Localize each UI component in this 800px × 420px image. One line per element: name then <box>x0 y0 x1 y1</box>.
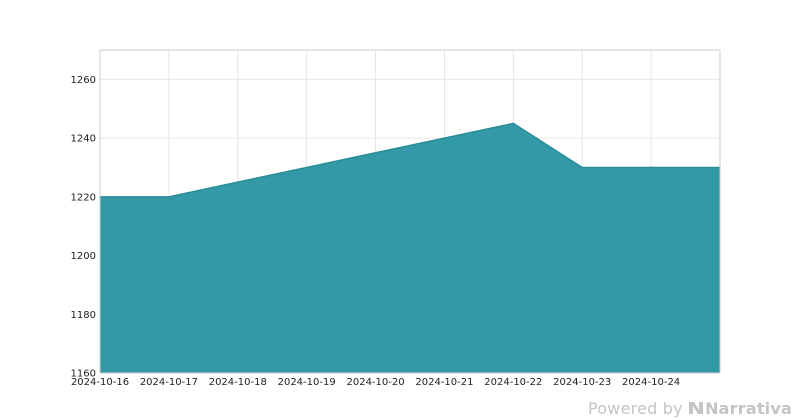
data-point <box>305 166 308 169</box>
plot-frame <box>99 49 721 374</box>
x-axis-ticks: 2024-10-16 2024-10-17 2024-10-18 2024-10-19… <box>71 377 680 388</box>
data-point <box>374 151 377 154</box>
x-tick-label: 2024-10-22 <box>484 377 542 388</box>
y-tick-label: 1160 <box>71 369 96 380</box>
watermark-brand: Narrativa <box>705 399 792 418</box>
y-tick-label: 1200 <box>71 251 96 262</box>
x-tick-label: 2024-10-20 <box>346 377 404 388</box>
y-tick-label: 1240 <box>71 134 96 145</box>
data-point <box>512 122 515 125</box>
narrativa-logo-icon <box>689 402 704 414</box>
data-point <box>650 166 652 169</box>
area-line <box>100 122 720 198</box>
x-tick-label: 2024-10-16 <box>71 377 129 388</box>
y-tick-label: 1220 <box>71 192 96 203</box>
x-tick-label: 2024-10-21 <box>415 377 473 388</box>
x-tick-label: 2024-10-18 <box>209 377 267 388</box>
data-point <box>443 137 446 139</box>
y-tick-label: 1180 <box>71 310 96 321</box>
watermark-prefix: Powered by <box>588 399 683 418</box>
area-fill <box>100 123 720 373</box>
data-point <box>236 181 239 183</box>
data-point <box>168 196 170 198</box>
area-series <box>99 122 721 373</box>
x-tick-label: 2024-10-19 <box>278 377 336 388</box>
y-axis-ticks: 1160 1180 1200 1220 1240 1260 <box>71 75 96 380</box>
x-tick-label: 2024-10-24 <box>622 377 680 388</box>
powered-by-watermark: Powered by Narrativa <box>588 399 792 418</box>
x-tick-label: 2024-10-17 <box>140 377 198 388</box>
data-point <box>581 166 584 169</box>
x-tick-label: 2024-10-23 <box>553 377 611 388</box>
y-tick-label: 1260 <box>71 75 96 86</box>
